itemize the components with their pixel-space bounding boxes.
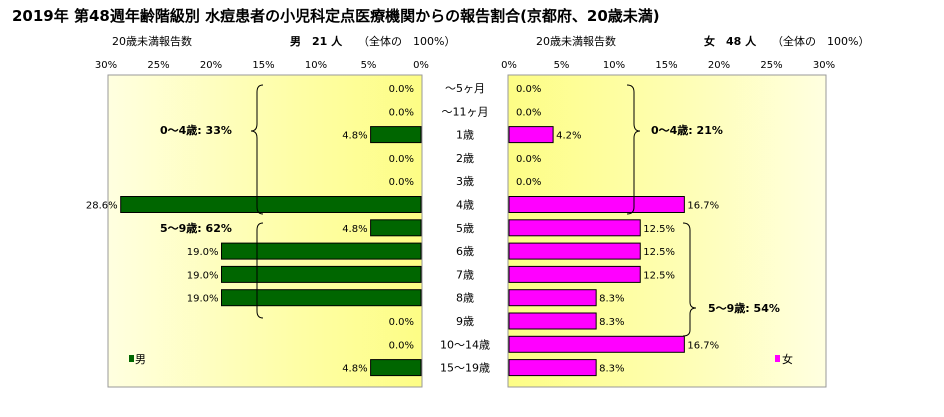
female-bar xyxy=(508,359,597,377)
male-value-label: 0.0% xyxy=(389,317,414,328)
male-value-label: 19.0% xyxy=(187,247,219,258)
category-label: 5歳 xyxy=(456,222,474,235)
male-bracket-5-9 xyxy=(256,222,264,319)
category-label: 4歳 xyxy=(456,199,474,212)
female-x-axis: 0% 5% 10% 15% 20% 25% 30% xyxy=(501,60,835,71)
male-brackets xyxy=(250,84,264,319)
female-value-label: 0.0% xyxy=(516,177,541,188)
female-legend-swatch xyxy=(775,355,780,362)
male-bar xyxy=(370,126,422,144)
male-value-label: 0.0% xyxy=(389,107,414,118)
category-label: ～11ヶ月 xyxy=(442,105,489,118)
male-value-label: 4.8% xyxy=(342,131,367,142)
male-bars: 0.0% 0.0% 4.8% 0.0% 0.0% 28.6% 4.8% 19.0% 19.0% 1… xyxy=(86,84,422,377)
female-header: 女 48 人 xyxy=(704,34,757,48)
category-label: 6歳 xyxy=(456,245,474,258)
male-x-tick-label: 20% xyxy=(200,60,222,71)
male-x-tick-label: 5% xyxy=(361,60,377,71)
female-value-label: 12.5% xyxy=(643,224,675,235)
female-value-label: 8.3% xyxy=(599,294,624,305)
male-bar xyxy=(120,196,422,213)
female-x-tick-label: 15% xyxy=(655,60,677,71)
male-bracket-0-4 xyxy=(250,84,264,215)
female-total-text: （全体の 100%） xyxy=(772,34,869,48)
female-value-label: 12.5% xyxy=(643,270,675,281)
female-bracket-5-9 xyxy=(682,222,697,337)
female-legend-label: 女 xyxy=(782,352,793,366)
male-value-label: 28.6% xyxy=(86,201,118,212)
category-label: 1歳 xyxy=(456,129,474,142)
female-value-label: 16.7% xyxy=(687,201,719,212)
female-bar xyxy=(508,335,685,353)
male-annotation-0-4: 0～4歳: 33% xyxy=(160,123,232,137)
male-value-label: 0.0% xyxy=(389,154,414,165)
category-label: 15～19歳 xyxy=(440,362,490,375)
male-value-label: 0.0% xyxy=(389,177,414,188)
male-x-tick-label: 10% xyxy=(305,60,327,71)
left-subheading: 20歳未満報告数 xyxy=(112,35,192,48)
female-bar xyxy=(508,196,685,213)
male-bar xyxy=(370,219,422,237)
chart-title: 2019年 第48週年齢階級別 水痘患者の小児科定点医療機関からの報告割合(京都… xyxy=(12,7,660,25)
female-value-label: 0.0% xyxy=(516,107,541,118)
category-label: 10～14歳 xyxy=(440,338,490,351)
right-subheading: 20歳未満報告数 xyxy=(536,35,616,48)
male-bar xyxy=(221,242,422,260)
female-x-tick-label: 5% xyxy=(554,60,570,71)
male-total-text: （全体の 100%） xyxy=(358,34,455,48)
female-bar xyxy=(508,126,554,144)
female-value-label: 0.0% xyxy=(516,84,541,95)
male-plot-area xyxy=(107,74,423,388)
male-value-label: 4.8% xyxy=(342,364,367,375)
male-value-label: 19.0% xyxy=(187,270,219,281)
male-x-tick-label: 0% xyxy=(413,60,429,71)
female-bar xyxy=(508,265,641,283)
male-x-tick-label: 25% xyxy=(147,60,169,71)
male-x-tick-label: 30% xyxy=(95,60,117,71)
female-x-tick-label: 0% xyxy=(501,60,517,71)
female-annotation-5-9: 5～9歳: 54% xyxy=(708,301,780,315)
male-value-label: 19.0% xyxy=(187,294,219,305)
category-label: 7歳 xyxy=(456,268,474,281)
female-x-tick-label: 25% xyxy=(760,60,782,71)
female-x-tick-label: 20% xyxy=(708,60,730,71)
male-legend-label: 男 xyxy=(135,353,146,366)
male-value-label: 0.0% xyxy=(389,340,414,351)
male-x-axis: 0% 5% 10% 15% 20% 25% 30% xyxy=(95,60,429,71)
category-label: 2歳 xyxy=(456,152,474,165)
female-bracket-0-4 xyxy=(626,84,641,215)
female-value-label: 0.0% xyxy=(516,154,541,165)
female-brackets xyxy=(626,84,697,337)
category-label: 3歳 xyxy=(456,175,474,188)
female-annotation-0-4: 0～4歳: 21% xyxy=(651,123,723,137)
male-x-tick-label: 15% xyxy=(252,60,274,71)
male-header: 男 21 人 xyxy=(290,34,343,48)
male-value-label: 0.0% xyxy=(389,84,414,95)
male-bar xyxy=(221,265,422,283)
male-bar xyxy=(370,359,422,377)
category-labels: ～5ヶ月 ～11ヶ月 1歳 2歳 3歳 4歳 5歳 6歳 7歳 8歳 9歳 10～14歳 15～19歳 xyxy=(440,82,490,375)
male-bar xyxy=(221,289,422,307)
category-label: 9歳 xyxy=(456,315,474,328)
female-value-label: 8.3% xyxy=(599,317,624,328)
female-x-tick-label: 30% xyxy=(813,60,835,71)
female-bar xyxy=(508,242,641,260)
female-x-tick-label: 10% xyxy=(603,60,625,71)
female-value-label: 16.7% xyxy=(687,340,719,351)
female-value-label: 8.3% xyxy=(599,364,624,375)
male-legend-swatch xyxy=(129,355,134,362)
female-value-label: 4.2% xyxy=(556,131,581,142)
male-annotation-5-9: 5～9歳: 62% xyxy=(160,221,232,235)
category-label: 8歳 xyxy=(456,292,474,305)
category-label: ～5ヶ月 xyxy=(445,82,485,95)
female-bars: 0.0% 0.0% 4.2% 0.0% 0.0% 16.7% 12.5% 12.5% 12.5%… xyxy=(508,84,719,377)
female-bar xyxy=(508,289,597,307)
female-bar xyxy=(508,312,597,330)
female-bar xyxy=(508,219,641,237)
male-value-label: 4.8% xyxy=(342,224,367,235)
female-value-label: 12.5% xyxy=(643,247,675,258)
